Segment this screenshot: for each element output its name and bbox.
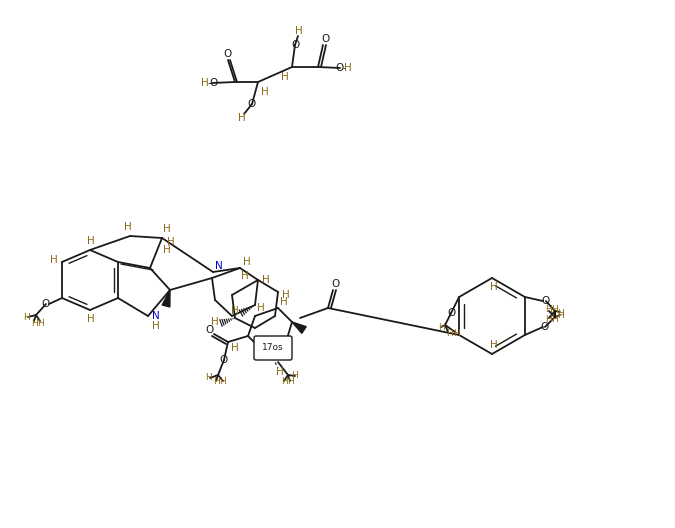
Text: H: H (163, 245, 171, 255)
Text: H: H (152, 321, 160, 331)
Text: H: H (276, 367, 284, 377)
Text: H: H (231, 306, 239, 316)
Text: H: H (490, 282, 498, 292)
Text: H: H (219, 378, 226, 386)
Text: H: H (213, 378, 219, 386)
Text: H: H (344, 63, 352, 73)
Text: H: H (231, 343, 239, 353)
Text: H: H (163, 224, 171, 234)
Text: H: H (551, 305, 558, 314)
Text: H: H (490, 340, 498, 350)
Text: H: H (446, 328, 452, 337)
Text: H: H (211, 317, 219, 327)
Polygon shape (162, 290, 170, 307)
Polygon shape (292, 322, 306, 333)
Text: H: H (281, 72, 289, 82)
Text: O: O (542, 296, 550, 306)
Text: O: O (321, 34, 329, 44)
Text: O: O (291, 40, 299, 50)
Text: H: H (281, 378, 288, 386)
Text: O: O (336, 63, 344, 73)
Text: H: H (87, 314, 95, 324)
Text: H: H (206, 373, 213, 382)
Text: O: O (541, 322, 549, 332)
Text: O: O (331, 279, 339, 289)
Text: H: H (545, 315, 552, 324)
Text: H: H (280, 297, 288, 307)
Text: O: O (220, 355, 228, 365)
Text: H: H (36, 318, 43, 327)
Text: H: H (292, 372, 298, 381)
FancyBboxPatch shape (254, 336, 292, 360)
Text: H: H (558, 308, 564, 317)
Text: H: H (87, 236, 95, 246)
Text: H: H (545, 305, 552, 314)
Text: O: O (447, 308, 455, 318)
Text: H: H (453, 328, 460, 337)
Text: 17os: 17os (262, 344, 284, 353)
Text: H: H (295, 26, 303, 36)
Text: H: H (238, 113, 246, 123)
Text: H: H (167, 237, 175, 247)
Text: H: H (282, 290, 290, 300)
Text: H: H (50, 255, 58, 265)
Text: H: H (241, 271, 249, 281)
Text: N: N (152, 311, 160, 321)
Text: -: - (342, 63, 346, 73)
Text: H: H (201, 78, 209, 88)
Text: H: H (261, 87, 269, 97)
Text: -: - (207, 78, 211, 88)
Text: H: H (243, 257, 251, 267)
Text: O: O (42, 299, 50, 309)
Text: H: H (24, 313, 30, 322)
Text: N: N (215, 261, 223, 271)
Text: H: H (437, 323, 444, 332)
Text: O: O (248, 99, 256, 109)
Text: H: H (257, 303, 265, 313)
Text: H: H (287, 378, 294, 386)
Text: O: O (206, 325, 214, 335)
Text: H: H (124, 222, 132, 232)
Text: H: H (558, 310, 564, 319)
Text: H: H (30, 318, 37, 327)
Text: O: O (224, 49, 232, 59)
Text: O: O (210, 78, 218, 88)
Text: H: H (262, 275, 270, 285)
Text: H: H (551, 315, 558, 324)
